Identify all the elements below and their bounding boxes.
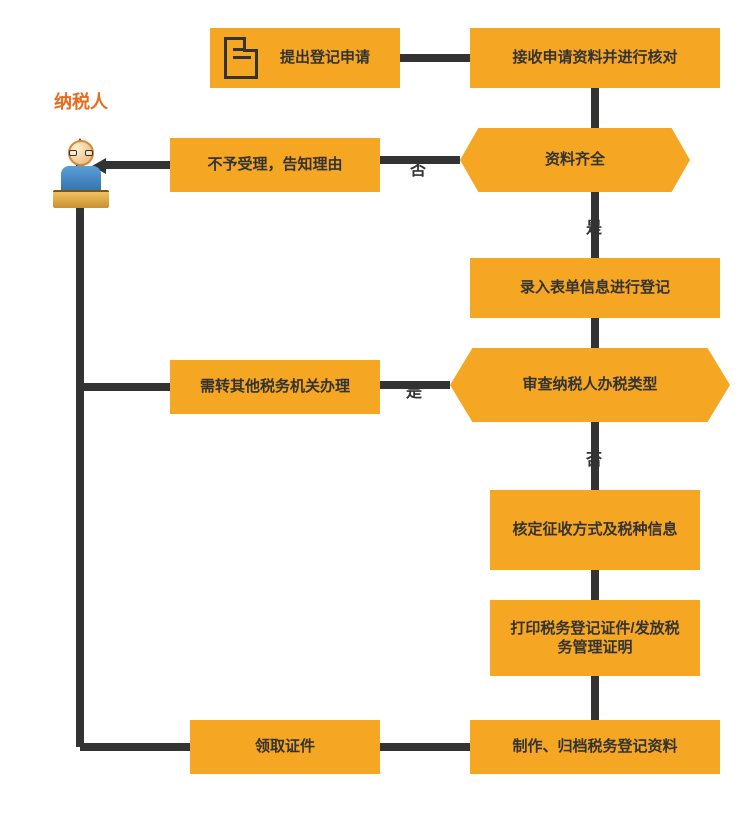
node-label: 提出登记申请 xyxy=(266,48,384,68)
node-label: 资料齐全 xyxy=(531,150,619,170)
node-label: 不予受理，告知理由 xyxy=(193,155,356,175)
node-label: 录入表单信息进行登记 xyxy=(506,278,684,298)
node-label: 领取证件 xyxy=(241,737,329,757)
edge-segment xyxy=(400,54,470,62)
document-icon xyxy=(224,37,258,79)
node-n-archive: 制作、归档税务登记资料 xyxy=(470,720,720,774)
node-label: 核定征收方式及税种信息 xyxy=(498,520,691,540)
node-n-examine: 审查纳税人办税类型 xyxy=(450,348,730,422)
node-n-receive-cert: 领取证件 xyxy=(190,720,380,774)
node-label: 接收申请资料并进行核对 xyxy=(498,48,691,68)
node-n-receive: 接收申请资料并进行核对 xyxy=(470,28,720,88)
edge-label: 是 xyxy=(586,214,602,238)
swimlane-label-lane-taxpayer: 纳税人 xyxy=(54,88,108,114)
node-n-other: 需转其他税务机关办理 xyxy=(170,360,380,414)
edge-label: 否 xyxy=(586,446,602,470)
node-n-print: 打印税务登记证件/发放税务管理证明 xyxy=(490,600,700,676)
edge-segment xyxy=(591,318,599,348)
node-n-reject: 不予受理，告知理由 xyxy=(170,138,380,192)
taxpayer-person-icon xyxy=(56,140,106,210)
edge-segment xyxy=(380,743,470,751)
edge-segment xyxy=(104,161,170,169)
edge-segment xyxy=(80,743,190,751)
node-label: 打印税务登记证件/发放税务管理证明 xyxy=(490,619,700,658)
node-label: 制作、归档税务登记资料 xyxy=(498,737,691,757)
edge-label: 否 xyxy=(410,156,426,180)
edge-segment xyxy=(80,383,170,391)
edge-segment xyxy=(591,88,599,128)
node-n-record: 录入表单信息进行登记 xyxy=(470,258,720,318)
node-label: 审查纳税人办税类型 xyxy=(508,375,671,395)
edge-segment xyxy=(76,150,84,747)
edge-segment xyxy=(591,570,599,600)
node-n-apply: 提出登记申请 xyxy=(210,28,400,88)
node-n-assign: 核定征收方式及税种信息 xyxy=(490,490,700,570)
node-label: 需转其他税务机关办理 xyxy=(186,377,364,397)
flowchart-canvas: 纳税人否是是否提出登记申请接收申请资料并进行核对不予受理，告知理由资料齐全录入表… xyxy=(0,0,754,819)
edge-segment xyxy=(591,676,599,720)
node-n-complete: 资料齐全 xyxy=(460,128,690,192)
edge-label: 是 xyxy=(406,378,422,402)
